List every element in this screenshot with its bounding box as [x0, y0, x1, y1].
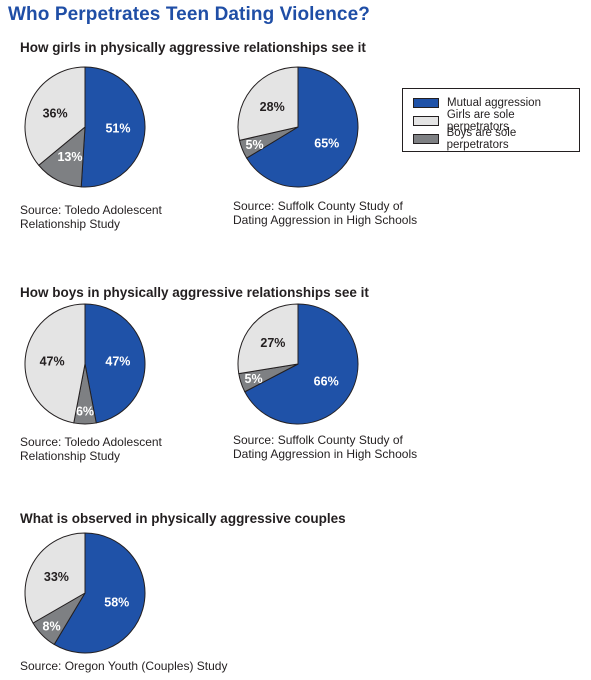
source-line: Dating Aggression in High Schools [233, 213, 418, 227]
source-couples-oregon: Source: Oregon Youth (Couples) Study [20, 659, 227, 673]
legend-label-girls: Girls are sole perpetrators [446, 109, 515, 133]
legend-item-mutual: Mutual aggression [413, 95, 541, 111]
source-line: Dating Aggression in High Schools [233, 447, 418, 461]
pie-label-girls: 33% [44, 570, 69, 584]
source-girls-suffolk: Source: Suffolk County Study of Dating A… [233, 199, 417, 227]
section-heading-girls: How girls in physically aggressive relat… [20, 40, 366, 55]
source-girls-toledo: Source: Toledo Adolescent Relationship S… [20, 203, 162, 231]
pie-slice-mutual [53, 532, 146, 654]
pie-chart-girls-toledo: 51% 13% 36% [24, 66, 146, 188]
source-line: Source: Toledo Adolescent [20, 435, 162, 449]
pie-label-boys: 5% [245, 372, 263, 386]
legend-item-boys: Boys are sole perpetrators [413, 127, 579, 151]
pie-label-mutual: 58% [104, 595, 129, 609]
pie-slice-girls [24, 532, 86, 624]
section-heading-couples: What is observed in physically aggressiv… [20, 511, 346, 526]
legend-label-boys: Boys are sole perpetrators [446, 127, 517, 151]
pie-slice-mutual [244, 303, 359, 425]
legend-label-mutual: Mutual aggression [447, 97, 541, 109]
pie-label-girls: 36% [43, 106, 68, 120]
pie-label-mutual: 65% [314, 137, 339, 151]
legend-swatch-mutual [413, 98, 439, 108]
pie-chart-girls-suffolk: 65% 5% 28% [237, 66, 359, 188]
source-line: Source: Toledo Adolescent [20, 203, 162, 217]
page-title: Who Perpetrates Teen Dating Violence? [8, 4, 370, 25]
section-heading-boys: How boys in physically aggressive relati… [20, 285, 369, 300]
pie-slice-mutual [84, 303, 146, 424]
source-line: Relationship Study [20, 449, 121, 463]
pie-chart-boys-toledo: 47% 6% 47% [24, 303, 146, 425]
legend-swatch-boys [413, 134, 439, 144]
pie-chart-boys-suffolk: 66% 5% 27% [237, 303, 359, 425]
pie-slice-girls [24, 66, 86, 166]
pie-label-boys: 5% [246, 138, 264, 152]
pie-label-boys: 13% [57, 150, 82, 164]
source-line: Source: Suffolk County Study of [233, 199, 403, 213]
source-line: Relationship Study [20, 217, 121, 231]
source-line: Source: Oregon Youth (Couples) Study [20, 659, 228, 673]
legend-item-girls: Girls are sole perpetrators [413, 109, 579, 133]
source-boys-suffolk: Source: Suffolk County Study of Dating A… [233, 433, 417, 461]
pie-label-mutual: 51% [105, 122, 130, 136]
pie-label-boys: 8% [43, 619, 61, 633]
pie-slice-girls [24, 303, 86, 424]
source-line: Source: Suffolk County Study of [233, 433, 403, 447]
pie-slice-girls [237, 303, 299, 375]
pie-label-girls: 28% [260, 100, 285, 114]
chart-legend: Mutual aggression Girls are sole perpetr… [402, 88, 580, 152]
pie-slice-mutual [246, 66, 359, 188]
pie-slice-mutual [80, 66, 146, 188]
pie-label-boys: 6% [76, 404, 94, 418]
pie-label-girls: 47% [40, 354, 65, 368]
legend-swatch-girls [413, 116, 439, 126]
pie-chart-couples-oregon: 58% 8% 33% [24, 532, 146, 654]
pie-label-girls: 27% [260, 336, 285, 350]
pie-label-mutual: 66% [314, 375, 339, 389]
pie-slice-girls [237, 66, 299, 141]
source-boys-toledo: Source: Toledo Adolescent Relationship S… [20, 435, 162, 463]
pie-label-mutual: 47% [105, 354, 130, 368]
